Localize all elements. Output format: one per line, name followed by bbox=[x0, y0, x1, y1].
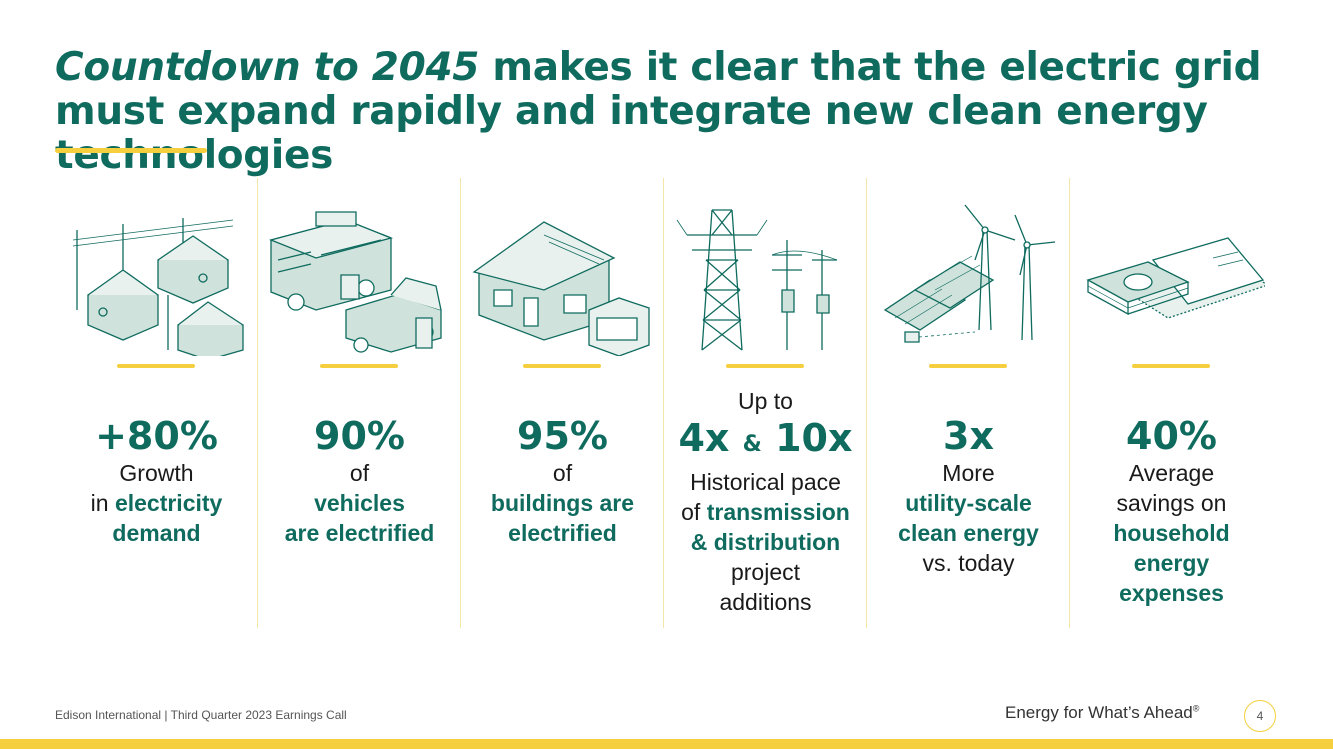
stat-value: 40% bbox=[1126, 414, 1217, 458]
stat-line: of bbox=[349, 460, 370, 486]
yellow-divider-dash bbox=[726, 364, 804, 368]
stat-prefix: Up to bbox=[738, 388, 793, 414]
stat-column-5: 3x More utility-scale clean energy vs. t… bbox=[867, 178, 1070, 628]
stat-column-2: 90% of vehicles are electrified bbox=[258, 178, 461, 628]
stat-line: are electrified bbox=[284, 520, 435, 546]
stat-line: & distribution bbox=[690, 529, 841, 555]
stat-body: 90% of vehicles are electrified bbox=[258, 414, 461, 548]
stat-body: 3x More utility-scale clean energy vs. t… bbox=[867, 414, 1070, 578]
column-divider bbox=[866, 178, 867, 628]
yellow-divider-dash bbox=[117, 364, 195, 368]
stat-column-6: 40% Average savings on household energy … bbox=[1070, 178, 1273, 628]
stat-line: savings on bbox=[1116, 490, 1227, 516]
stat-column-3: 95% of buildings are electrified bbox=[461, 178, 664, 628]
stat-line: energy bbox=[1133, 550, 1210, 576]
column-divider bbox=[460, 178, 461, 628]
stat-column-4: Up to 4x & 10x Historical pace of transm… bbox=[664, 178, 867, 628]
title-underline bbox=[55, 148, 207, 153]
stat-value: 95% bbox=[517, 414, 608, 458]
stat-line: project bbox=[730, 559, 801, 585]
money-bill-icon bbox=[1078, 200, 1265, 356]
stat-body: +80% Growth in electricity demand bbox=[55, 414, 258, 548]
column-divider bbox=[1069, 178, 1070, 628]
stat-line: household bbox=[1113, 520, 1230, 546]
stat-line: vs. today bbox=[922, 550, 1015, 576]
stat-value: 90% bbox=[314, 414, 405, 458]
stat-line: in electricity bbox=[90, 490, 223, 516]
electric-vehicles-icon bbox=[266, 200, 453, 356]
title-rest: makes it clear that the electric grid mu… bbox=[55, 45, 1262, 178]
stat-line: of transmission bbox=[681, 499, 850, 525]
title-italic: Countdown to 2045 bbox=[55, 45, 480, 90]
stat-line: clean energy bbox=[898, 520, 1039, 546]
stat-value: 3x bbox=[943, 414, 994, 458]
bottom-accent-bar bbox=[0, 739, 1333, 749]
stat-line: Average bbox=[1128, 460, 1215, 486]
stat-line: Historical pace bbox=[690, 469, 841, 495]
yellow-divider-dash bbox=[1132, 364, 1210, 368]
stat-column-1: +80% Growth in electricity demand bbox=[55, 178, 258, 628]
stat-line: expenses bbox=[1119, 580, 1224, 606]
solar-wind-icon bbox=[875, 200, 1062, 356]
stat-line: electrified bbox=[508, 520, 617, 546]
house-appliance-icon bbox=[469, 200, 656, 356]
column-divider bbox=[257, 178, 258, 628]
stat-line: buildings are bbox=[490, 490, 635, 516]
stat-body: Up to 4x & 10x Historical pace of transm… bbox=[664, 386, 867, 617]
column-divider bbox=[663, 178, 664, 628]
stat-value: +80% bbox=[95, 414, 218, 458]
stat-body: 40% Average savings on household energy … bbox=[1070, 414, 1273, 608]
yellow-divider-dash bbox=[320, 364, 398, 368]
footer-company-event: Edison International | Third Quarter 202… bbox=[55, 708, 347, 722]
stat-line: utility-scale bbox=[905, 490, 1032, 516]
stat-line: More bbox=[942, 460, 995, 486]
houses-power-lines-icon bbox=[63, 200, 250, 356]
yellow-divider-dash bbox=[929, 364, 1007, 368]
transmission-tower-icon bbox=[672, 200, 859, 356]
page-number: 4 bbox=[1244, 700, 1276, 732]
stat-line: additions bbox=[719, 589, 812, 615]
stat-line: vehicles bbox=[314, 490, 405, 516]
stat-line: Growth bbox=[119, 460, 194, 486]
slide-title: Countdown to 2045 makes it clear that th… bbox=[55, 46, 1295, 178]
footer-tagline: Energy for What’s Ahead® bbox=[1005, 703, 1200, 722]
stat-line: demand bbox=[112, 520, 201, 546]
stat-value: 4x & 10x bbox=[678, 416, 853, 460]
yellow-divider-dash bbox=[523, 364, 601, 368]
stat-body: 95% of buildings are electrified bbox=[461, 414, 664, 548]
stat-line: of bbox=[552, 460, 573, 486]
